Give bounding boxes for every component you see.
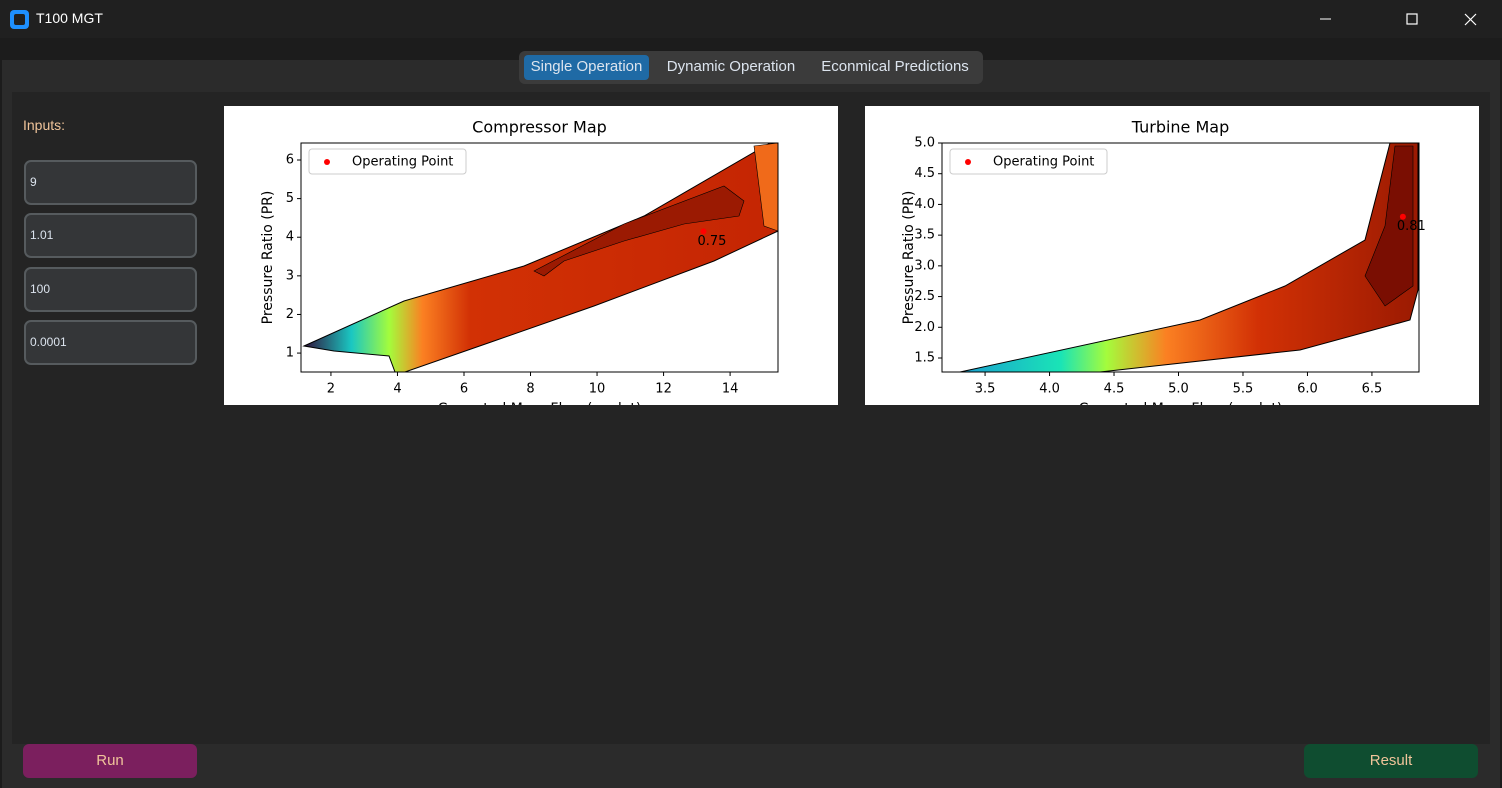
input-field[interactable]: 100 (24, 267, 197, 312)
y-tick-label: 3.5 (914, 228, 935, 243)
x-tick-label: 14 (722, 382, 739, 397)
y-tick-label: 2 (286, 307, 294, 322)
run-button[interactable]: Run (23, 744, 197, 778)
window-controls[interactable] (1310, 8, 1490, 30)
legend-label: Operating Point (993, 155, 1094, 170)
x-tick-label: 2 (327, 382, 335, 397)
axes-frame (300, 142, 779, 373)
annotation: 0.75 (697, 234, 726, 249)
result-button[interactable]: Result (1304, 744, 1478, 778)
x-tick-label: 6 (460, 382, 468, 397)
inputs-label: Inputs: (23, 117, 66, 133)
operating-point (1399, 213, 1406, 220)
y-tick-label: 3.0 (914, 258, 935, 273)
y-tick-label: 6 (286, 152, 294, 167)
x-tick-label: 10 (589, 382, 606, 397)
title-bar (0, 0, 1502, 38)
input-field[interactable]: 1.01 (24, 213, 197, 258)
axes-frame (941, 142, 1420, 373)
legend-label: Operating Point (352, 155, 453, 170)
contour-region (533, 185, 745, 277)
y-axis-label: Pressure Ratio (PR) (901, 191, 917, 325)
y-tick-label: 4.5 (914, 166, 935, 181)
annotation: 0.81 (1397, 219, 1426, 234)
x-tick-label: 5.0 (1168, 382, 1189, 397)
y-tick-label: 1.5 (914, 350, 935, 365)
operating-point (700, 228, 707, 235)
legend-box (308, 148, 467, 175)
tab[interactable]: Dynamic Operation (666, 58, 796, 75)
contour-region (959, 142, 1419, 373)
x-tick-label: 5.5 (1233, 382, 1254, 397)
legend-box (949, 148, 1108, 175)
x-tick-label: 4.5 (1104, 382, 1125, 397)
y-tick-label: 5.0 (914, 136, 935, 151)
legend-marker (965, 159, 971, 165)
y-tick-label: 2.5 (914, 289, 935, 304)
y-axis-label: Pressure Ratio (PR) (260, 191, 276, 325)
y-tick-label: 1 (286, 346, 294, 361)
turbine-map: Turbine Map 3.5 4.0 4.5 5.0 5.5 6.0 6.5 1.5 2.0 2.… (865, 106, 1479, 405)
window-title: T100 MGT (36, 10, 103, 26)
compressor-map: Compressor Map2468101214123456Corrected … (224, 106, 838, 405)
x-tick-label: 12 (655, 382, 672, 397)
input-field[interactable]: 9 (24, 160, 197, 205)
y-tick-label: 2.0 (914, 320, 935, 335)
chart-title: Turbine Map (1131, 118, 1230, 137)
legend-marker (324, 159, 330, 165)
input-field[interactable]: 0.0001 (24, 320, 197, 365)
x-tick-label: 8 (526, 382, 534, 397)
x-axis-label: Corrected Mass Flow (m_dot) (438, 401, 642, 405)
tab[interactable]: Econmical Predictions (821, 58, 969, 75)
x-tick-label: 6.5 (1362, 382, 1383, 397)
x-tick-label: 4.0 (1039, 382, 1060, 397)
y-tick-label: 3 (286, 268, 294, 283)
y-tick-label: 4 (286, 230, 294, 245)
contour-region (302, 142, 779, 373)
tab[interactable]: Single Operation (524, 55, 649, 80)
y-tick-label: 5 (286, 191, 294, 206)
x-tick-label: 4 (393, 382, 401, 397)
app-icon (10, 10, 29, 29)
y-tick-label: 4.0 (914, 197, 935, 212)
x-tick-label: 3.5 (975, 382, 996, 397)
chart-title: Compressor Map (472, 118, 607, 137)
contour-region (1364, 145, 1414, 307)
x-axis-label: Corrected Mass Flow (m_dot) (1079, 401, 1283, 405)
x-tick-label: 6.0 (1297, 382, 1318, 397)
